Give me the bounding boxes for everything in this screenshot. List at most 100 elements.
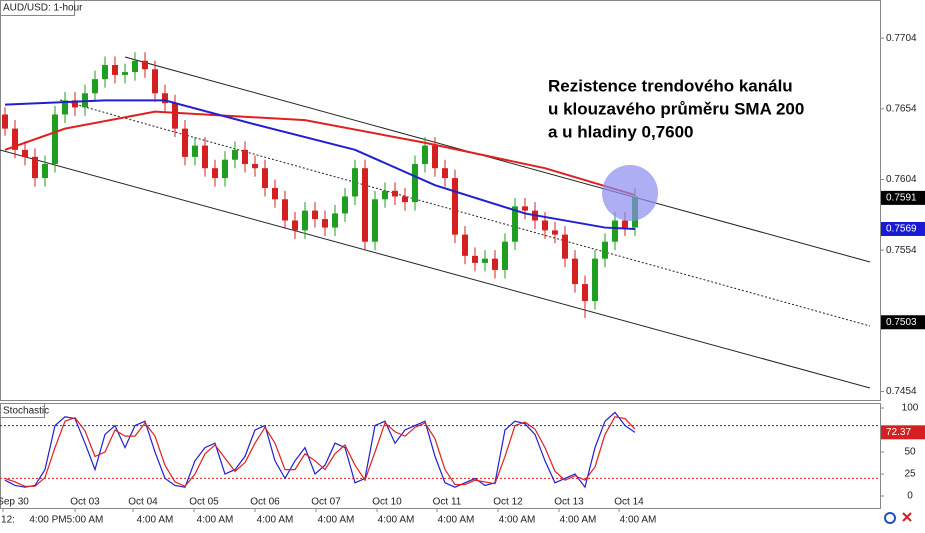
stoch-marker [881,425,925,440]
main-panel [0,0,881,401]
y-tick-label: 0 [907,491,913,502]
candle-body [442,168,448,179]
candle-body [472,255,478,263]
sma-line [4,99,636,230]
x-time-label: 5:00 AM [67,515,104,526]
channel-middle [59,99,871,327]
annotation: Rezistence trendového kanálu [548,76,793,95]
candle-body [162,93,168,104]
x-time-label: 4:00 AM [197,515,234,526]
x-time-label: 4:00 AM [620,515,657,526]
y-tick-label: 0.7604 [886,174,917,185]
candle-body [122,72,128,75]
x-date-label: Oct 12 [493,497,523,508]
candle-body [422,145,428,164]
y-tick-label: 0.7654 [886,103,917,114]
candle-body [282,199,288,221]
stoch-marker-label: 72.37 [886,427,911,438]
candle-body [342,196,348,214]
y-tick-label: 50 [904,447,916,458]
x-date-label: Oct 04 [128,497,158,508]
candle-body [172,103,178,129]
price-marker [881,221,925,236]
y-tick-label: 0.7554 [886,245,917,256]
x-time-label: 12: [1,515,15,526]
candle-body [2,114,8,129]
x-time-label: 4:00 AM [438,515,475,526]
x-date-label: Oct 07 [311,497,341,508]
channel-lower [0,149,871,389]
candle-body [102,65,108,80]
candle-body [572,258,578,285]
candle-body [92,79,98,94]
price-marker-label: 0.7503 [886,317,917,328]
sma-line [4,110,636,197]
candle-body [202,145,208,169]
price-marker-label: 0.7569 [886,224,917,235]
candle-body [592,258,598,302]
candle-body [312,210,318,220]
candle-body [232,149,238,160]
candle-body [62,100,68,115]
x-time-label: 4:00 AM [137,515,174,526]
candle-body [372,199,378,242]
candle-body [522,206,528,211]
icon[interactable] [884,512,896,524]
x-time-label: 4:00 AM [378,515,415,526]
candle-body [542,220,548,231]
candle-body [412,163,418,203]
stoch-title-box [0,403,45,418]
x-time-label: 4:00 AM [257,515,294,526]
x-date-label: Oct 11 [433,497,462,508]
candle-body [432,145,438,169]
annotation: u klouzavého průměru SMA 200 [548,99,804,118]
x-time-label: 4:00 PM [29,515,66,526]
candle-body [552,230,558,235]
candle-body [192,145,198,157]
candle-body [212,168,218,179]
price-marker-label: 0.7591 [886,193,917,204]
candle-body [332,213,338,228]
x-date-label: Oct 03 [70,497,100,508]
candle-body [482,258,488,263]
candle-body [112,65,118,75]
candle-body [252,163,258,169]
candle-body [22,149,28,157]
candle-body [242,149,248,164]
candle-body [72,100,78,108]
x-date-label: Sep 30 [0,497,29,508]
candle-body [452,178,458,235]
stoch-line [4,411,636,489]
candle-body [132,60,138,73]
candle-body [512,206,518,242]
candle-body [622,220,628,228]
candle-body [352,168,358,197]
candle-body [302,210,308,231]
candle-body [502,241,508,270]
y-tick-label: 0.7454 [886,386,917,397]
icon[interactable] [902,512,912,522]
candle-body [362,168,368,242]
candle-body [152,69,158,94]
x-time-label: 4:00 AM [318,515,355,526]
candle-body [492,258,498,270]
candle-body [272,187,278,200]
y-tick-label: 100 [902,403,919,414]
candle-body [222,159,228,179]
title-box [0,0,75,16]
candle-body [262,168,268,188]
x-date-label: Oct 05 [189,497,219,508]
candle-body [402,196,408,203]
x-date-label: Oct 13 [554,497,584,508]
x-time-label: 4:00 AM [499,515,536,526]
candle-body [12,128,18,150]
x-time-label: 4:00 AM [560,515,597,526]
candle-body [612,220,618,242]
x-date-label: Oct 06 [250,497,280,508]
candle-body [142,60,148,70]
candle-body [182,128,188,157]
candle-body [52,114,58,164]
candle-body [602,241,608,259]
annotation: a u hladiny 0,7600 [548,122,694,141]
